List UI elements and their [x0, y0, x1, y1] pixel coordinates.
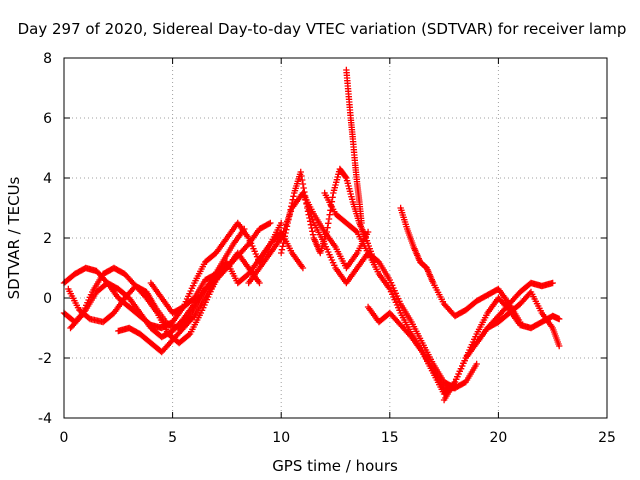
data-point [278, 246, 286, 253]
data-point [282, 229, 289, 237]
data-point [325, 220, 332, 227]
y-tick-label: 6 [43, 111, 52, 127]
x-tick-label: 0 [60, 430, 69, 446]
data-point [278, 249, 285, 257]
data-point [299, 180, 307, 188]
data-point [287, 206, 294, 213]
data-point [302, 196, 309, 203]
data-point [297, 168, 304, 176]
data-point [288, 199, 296, 207]
data-point [549, 279, 556, 287]
x-tick-label: 5 [168, 430, 177, 446]
data-point [299, 189, 307, 197]
series-track-15 [473, 288, 563, 350]
y-tick-label: 4 [43, 171, 52, 187]
data-point [305, 206, 313, 213]
data-point [306, 209, 314, 217]
data-point [300, 193, 308, 200]
series-track-6 [147, 228, 307, 317]
data-point [352, 227, 360, 235]
data-point [284, 219, 291, 227]
data-point [278, 219, 285, 227]
data-point [329, 194, 336, 201]
data-point [280, 236, 288, 243]
data-point [473, 360, 480, 368]
y-tick-label: 2 [43, 231, 52, 247]
grid-lines [64, 58, 607, 418]
data-point [189, 314, 197, 321]
data-point [285, 216, 292, 223]
data-point [289, 196, 296, 203]
series-track-11 [343, 66, 365, 227]
y-tick-label: 0 [43, 291, 52, 307]
x-tick-label: 25 [598, 430, 616, 446]
series-track-9 [299, 189, 459, 392]
data-point [279, 243, 286, 250]
data-point [300, 184, 307, 192]
data-point [185, 331, 192, 339]
y-tick-label: -4 [38, 411, 52, 427]
x-tick-label: 10 [272, 430, 290, 446]
data-point [324, 224, 331, 231]
data-point [256, 279, 263, 287]
data-point [290, 193, 297, 200]
y-tick-label: -2 [38, 351, 52, 367]
x-tick-label: 20 [489, 430, 507, 446]
data-point [556, 342, 563, 350]
x-axis-label: GPS time / hours [272, 457, 398, 475]
data-point [241, 225, 248, 233]
data-point [286, 209, 294, 217]
data-point [280, 239, 287, 247]
data-point [76, 314, 84, 321]
data-point [267, 219, 274, 227]
data-point [298, 172, 305, 180]
data-point [556, 315, 563, 323]
data-point [283, 223, 291, 230]
data-point [265, 220, 273, 227]
chart-title: Day 297 of 2020, Sidereal Day-to-day VTE… [18, 20, 627, 38]
data-points [60, 66, 563, 404]
data-point [281, 233, 289, 240]
data-point [298, 176, 306, 184]
data-point [288, 203, 295, 210]
data-point [299, 264, 307, 272]
data-point [309, 231, 317, 238]
data-point [325, 215, 333, 223]
data-point [309, 216, 316, 223]
y-axis-label: SDTVAR / TECUs [5, 176, 23, 299]
data-point [285, 213, 293, 220]
data-point [364, 228, 372, 236]
x-tick-label: 15 [381, 430, 399, 446]
data-point [303, 199, 310, 207]
data-point [308, 213, 315, 220]
data-point [309, 228, 316, 235]
data-point [304, 203, 311, 210]
axes: 0 5 10 15 20 25 -4 -2 0 2 4 6 8 [38, 51, 616, 446]
data-point [283, 226, 290, 233]
y-tick-label: 8 [43, 51, 52, 67]
data-point [326, 211, 333, 218]
plot-frame [63, 57, 608, 419]
data-point [342, 173, 349, 181]
data-point [358, 219, 365, 227]
series-track-14 [440, 294, 563, 404]
data-point [323, 228, 331, 236]
series-track-10 [321, 189, 480, 392]
